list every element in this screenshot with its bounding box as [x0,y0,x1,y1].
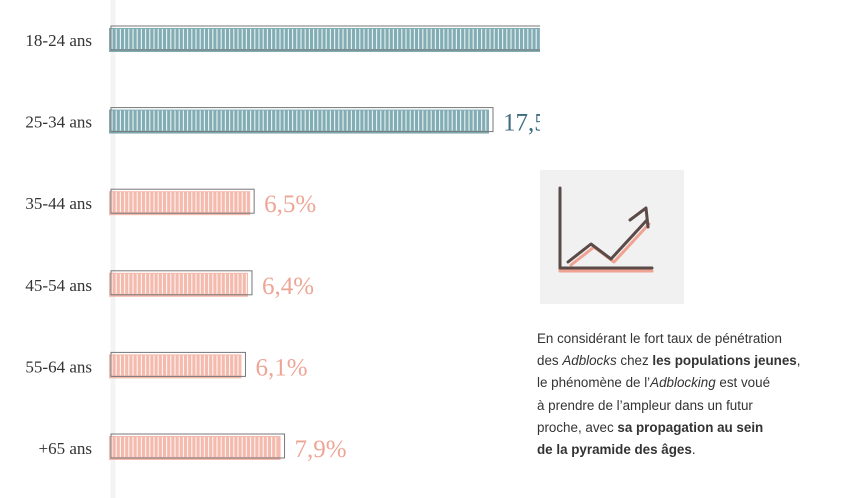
caption-emphasis-young: les populations jeunes [652,353,797,369]
category-labels: 18-24 ans 25-34 ans 35-44 ans 45-54 ans 55-6… [25,31,92,458]
bar [109,270,253,297]
bar-chart: 18-24 ans 25-34 ans 35-44 ans 45-54 ans 55-6… [25,0,540,498]
value-label: 6,5% [264,191,316,218]
bar [109,433,286,460]
category-label: 45-54 ans [25,276,92,295]
bar [109,107,494,134]
caption-line-6: de la pyramide des âges. [537,442,696,458]
category-label: +65 ans [39,439,93,458]
caption-text: En considérant le fort taux de pénétrati… [537,328,837,461]
value-label: 17,5% [503,110,540,137]
value-label: 7,9% [295,436,347,463]
caption-line-1: En considérant le fort taux de pénétrati… [537,331,782,346]
bar [109,351,246,379]
caption-line-4: à prendre de l’ampleur dans un futur [537,397,753,413]
caption-emphasis-propagation: sa propagation au sein [617,419,764,435]
trend-up-chart-icon [540,170,684,304]
caption-line-2: des Adblocks chez les populations jeunes… [537,353,801,369]
category-label: 35-44 ans [25,194,92,213]
bars-layer [109,25,540,460]
value-label: 6,4% [262,273,314,300]
bar [109,188,255,216]
category-label: 25-34 ans [25,113,92,132]
category-label: 55-64 ans [25,357,92,376]
caption-line-5: proche, avec sa propagation au sein [537,419,764,435]
bar [109,25,540,52]
value-label: 6,1% [255,354,307,381]
caption-emphasis-pyramid: de la pyramide des âges [537,442,692,458]
value-labels: 21%17,5%6,5%6,4%6,1%7,9% [255,110,540,463]
caption-line-3: le phénomène de l’Adblocking est voué [537,375,771,391]
category-label: 18-24 ans [25,31,92,50]
